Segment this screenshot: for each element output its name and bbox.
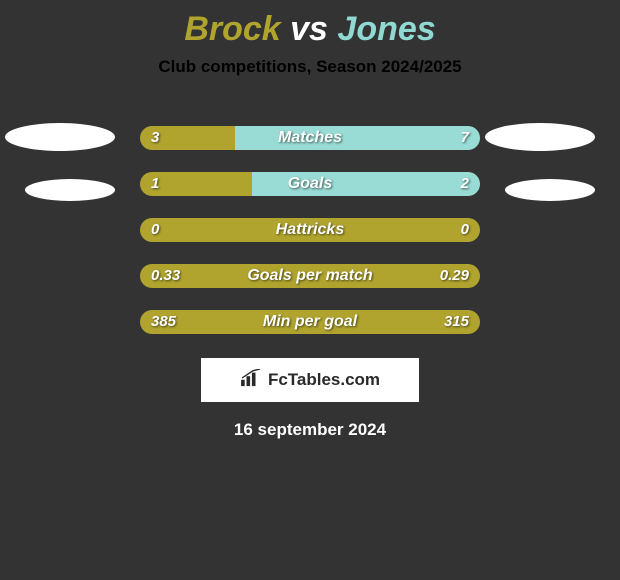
- stat-bar: [140, 126, 480, 150]
- stat-bar-left: [140, 264, 480, 288]
- chart-icon: [240, 369, 262, 392]
- title-vs: vs: [290, 10, 328, 48]
- subtitle: Club competitions, Season 2024/2025: [0, 57, 620, 77]
- stat-bar-right: [235, 126, 480, 150]
- stat-bar-right: [252, 172, 480, 196]
- stat-bar: [140, 218, 480, 242]
- player2-ellipse-icon: [485, 123, 595, 151]
- player2-ellipse-icon: [505, 179, 595, 201]
- footer-date: 16 september 2024: [0, 420, 620, 440]
- stat-bar: [140, 264, 480, 288]
- page-title: Brock vs Jones: [0, 0, 620, 57]
- stat-bar-left: [140, 126, 235, 150]
- footer-badge[interactable]: FcTables.com: [201, 358, 419, 402]
- player1-ellipse-icon: [5, 123, 115, 151]
- stat-bar: [140, 310, 480, 334]
- player1-ellipse-icon: [25, 179, 115, 201]
- comparison-container: Brock vs Jones Club competitions, Season…: [0, 0, 620, 580]
- stat-bar: [140, 172, 480, 196]
- stat-bar-left: [140, 172, 252, 196]
- stat-bar-left: [140, 218, 480, 242]
- stat-bar-left: [140, 310, 480, 334]
- footer-badge-text: FcTables.com: [268, 370, 380, 390]
- title-player2: Jones: [337, 10, 435, 48]
- title-player1: Brock: [184, 10, 280, 48]
